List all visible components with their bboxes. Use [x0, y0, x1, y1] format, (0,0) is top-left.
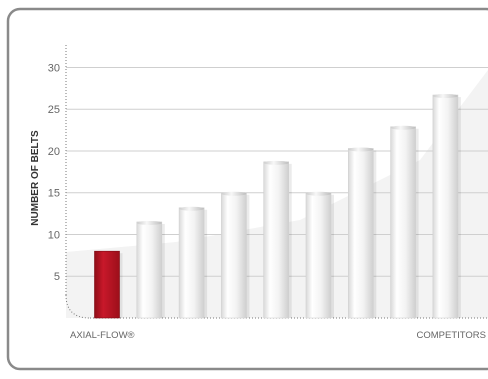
bar-cap-4 — [221, 191, 247, 196]
bar-7 — [347, 147, 377, 319]
bar-body-2 — [136, 221, 163, 319]
bar-body-8 — [390, 126, 416, 319]
y-tick-label-20: 20 — [48, 146, 60, 158]
y-tick-labels: 5 10 15 20 25 30 — [48, 62, 60, 283]
bar-1 — [94, 250, 123, 319]
bar-5 — [263, 160, 292, 319]
bar-4 — [221, 191, 250, 319]
bar-body-3 — [178, 207, 205, 319]
y-tick-label-30: 30 — [48, 62, 60, 74]
bar-body-5 — [263, 161, 290, 319]
bar-cap-9 — [432, 94, 458, 99]
bar-cap-8 — [390, 125, 416, 130]
bars — [94, 94, 461, 319]
y-tick-label-25: 25 — [48, 104, 60, 116]
bar-3 — [178, 206, 208, 319]
bar-2 — [136, 220, 165, 319]
bar-body-1 — [94, 250, 120, 319]
background-shade — [66, 70, 488, 318]
bar-body-9 — [432, 94, 459, 319]
bar-cap-6 — [306, 191, 331, 196]
bar-8 — [390, 125, 419, 319]
y-tick-label-5: 5 — [54, 271, 60, 283]
bar-cap-5 — [263, 160, 289, 165]
bar-cap-3 — [179, 206, 205, 211]
bar-cap-2 — [136, 220, 162, 225]
bar-cap-7 — [348, 147, 374, 152]
axis-corner — [65, 294, 91, 319]
axial-flow-label: AXIAL-FLOW® — [70, 330, 135, 341]
bar-6 — [305, 191, 334, 319]
y-tick-label-15: 15 — [48, 188, 60, 200]
bar-body-7 — [347, 148, 374, 319]
competitors-label: COMPETITORS — [417, 330, 487, 341]
y-tick-label-10: 10 — [48, 229, 60, 241]
bar-9 — [432, 94, 461, 319]
bar-body-6 — [305, 192, 332, 319]
y-axis-label: NUMBER OF BELTS — [30, 130, 41, 226]
bar-body-4 — [221, 192, 247, 319]
